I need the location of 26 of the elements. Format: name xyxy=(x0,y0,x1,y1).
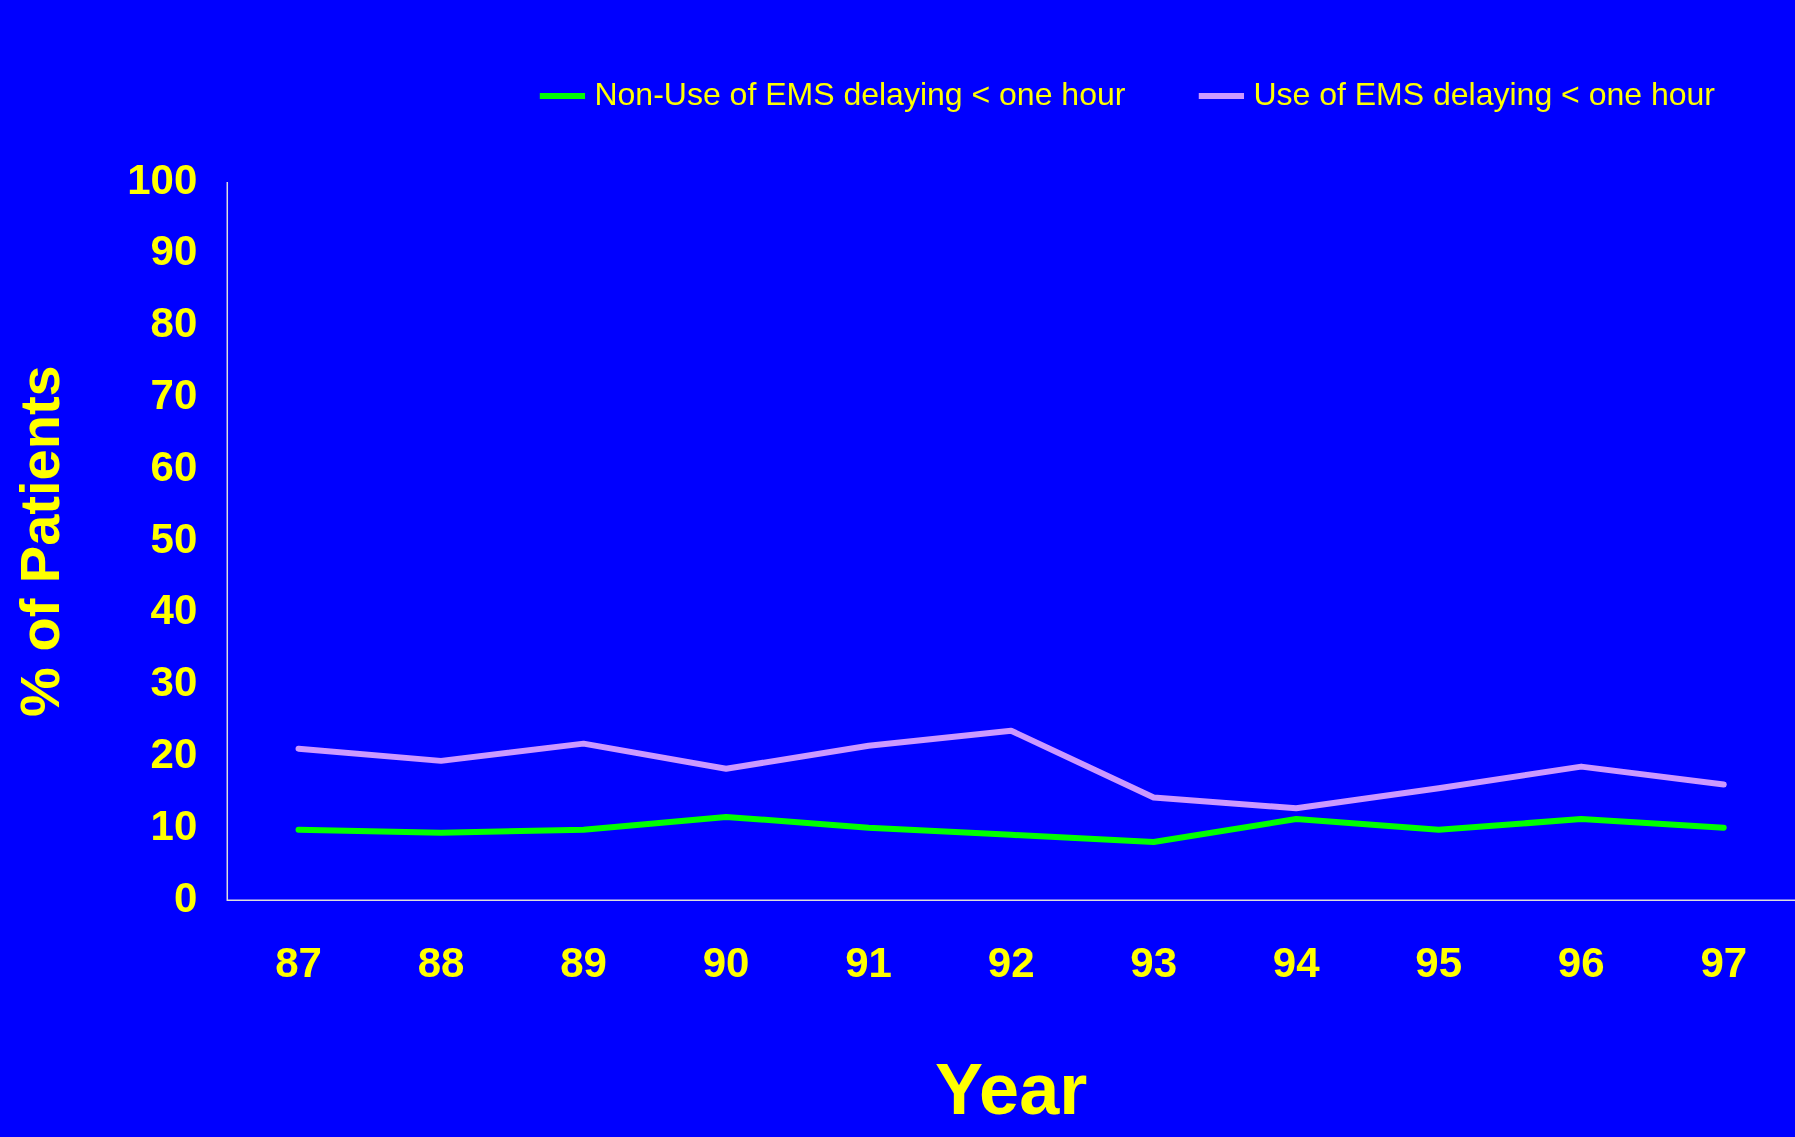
x-tick-label: 87 xyxy=(275,938,322,986)
y-tick-label: 60 xyxy=(150,442,198,490)
y-tick-label: 50 xyxy=(150,514,198,562)
y-tick-label: 0 xyxy=(173,873,198,921)
legend-label: Use of EMS delaying < one hour xyxy=(1253,75,1716,112)
y-tick-label: 40 xyxy=(150,586,198,634)
y-tick-label: 80 xyxy=(150,299,198,347)
x-axis-title: Year xyxy=(935,1048,1088,1129)
x-tick-label: 96 xyxy=(1557,938,1605,986)
y-tick-label: 10 xyxy=(150,801,198,849)
legend-label: Non-Use of EMS delaying < one hour xyxy=(594,75,1126,112)
y-tick-label: 30 xyxy=(150,658,198,706)
y-axis-title: % of Patients xyxy=(8,365,72,717)
x-tick-label: 89 xyxy=(560,938,607,986)
x-tick-label: 93 xyxy=(1130,938,1178,986)
y-tick-label: 100 xyxy=(127,155,198,203)
x-tick-label: 95 xyxy=(1415,938,1463,986)
y-tick-label: 20 xyxy=(150,730,198,778)
x-tick-label: 90 xyxy=(702,938,750,986)
y-tick-label: 70 xyxy=(150,371,198,419)
x-tick-label: 92 xyxy=(987,938,1035,986)
y-tick-label: 90 xyxy=(150,227,198,275)
x-tick-label: 97 xyxy=(1700,938,1748,986)
x-tick-label: 91 xyxy=(845,938,892,986)
x-tick-label: 94 xyxy=(1272,938,1321,986)
x-tick-label: 88 xyxy=(417,938,465,986)
